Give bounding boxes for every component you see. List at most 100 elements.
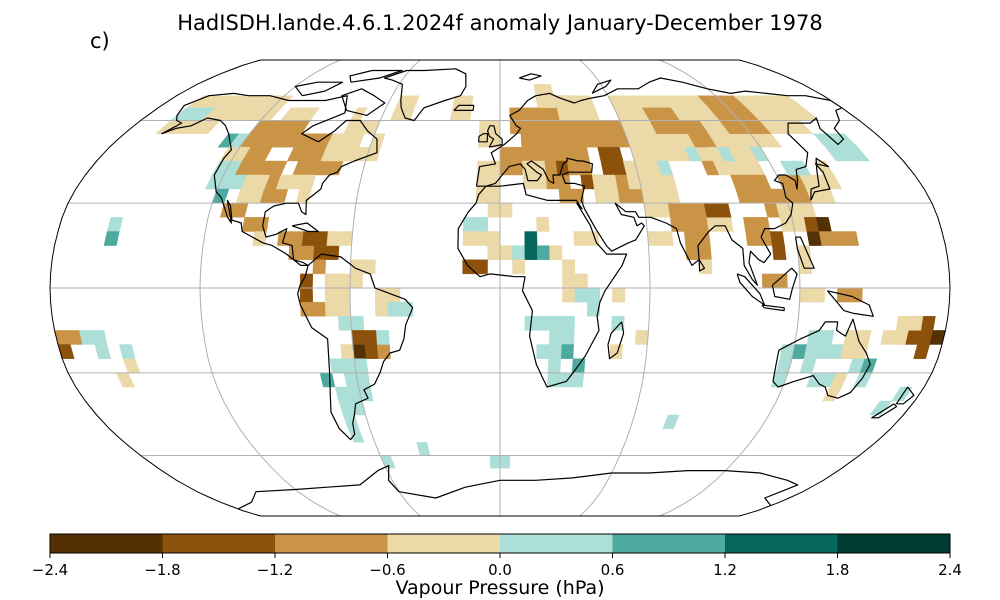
anomaly-cell bbox=[325, 245, 340, 260]
anomaly-cell bbox=[529, 120, 543, 134]
anomaly-cell bbox=[337, 273, 351, 289]
anomaly-cell bbox=[913, 344, 930, 359]
map-outline bbox=[49, 59, 951, 517]
coastline bbox=[237, 465, 799, 510]
anomaly-cell bbox=[536, 316, 551, 331]
anomaly-cell bbox=[512, 259, 526, 275]
anomaly-cell bbox=[374, 301, 389, 317]
anomaly-cell bbox=[608, 146, 624, 162]
anomaly-cell bbox=[701, 160, 720, 176]
anomaly-cell bbox=[416, 442, 431, 456]
anomaly-cell bbox=[518, 107, 531, 121]
anomaly-cell bbox=[562, 287, 576, 303]
anomaly-cell bbox=[487, 188, 501, 204]
anomaly-cell bbox=[349, 259, 364, 275]
anomaly-cell bbox=[557, 174, 571, 190]
anomaly-cell bbox=[682, 217, 697, 232]
anomaly-cell bbox=[326, 231, 341, 246]
anomaly-cell bbox=[558, 372, 573, 388]
anomaly-cell bbox=[694, 217, 709, 232]
anomaly-cell bbox=[575, 146, 590, 162]
graticule-meridian bbox=[349, 60, 421, 516]
graticule-meridian bbox=[199, 60, 341, 516]
panel-label: c) bbox=[90, 29, 110, 53]
anomaly-cell bbox=[755, 217, 771, 232]
anomaly-cell bbox=[499, 146, 512, 162]
colorbar-tick-label: 1.2 bbox=[713, 561, 737, 579]
anomaly-cell bbox=[350, 316, 365, 331]
coastline bbox=[895, 386, 915, 405]
colorbar-swatch bbox=[162, 534, 276, 553]
anomaly-cell bbox=[799, 287, 813, 303]
anomaly-cell bbox=[512, 245, 526, 260]
anomaly-cell bbox=[818, 330, 835, 345]
anomaly-cell bbox=[811, 287, 826, 303]
anomaly-cell bbox=[536, 344, 550, 359]
anomaly-cell bbox=[541, 84, 555, 96]
anomaly-cell bbox=[524, 245, 538, 260]
anomaly-cell bbox=[574, 287, 588, 303]
anomaly-cell bbox=[522, 174, 536, 190]
anomaly-cell bbox=[611, 316, 625, 331]
anomaly-cell bbox=[718, 217, 734, 232]
anomaly-cell bbox=[716, 146, 736, 162]
anomaly-cell bbox=[573, 231, 587, 246]
anomaly-cell bbox=[560, 344, 574, 359]
anomaly-cell bbox=[532, 146, 546, 162]
colorbar: −2.4 −1.8 −1.2 −0.6 0.0 0.6 1.2 1.8 2.4 bbox=[32, 533, 962, 579]
anomaly-cell bbox=[337, 287, 351, 303]
anomaly-cell bbox=[558, 188, 573, 204]
figure-title: HadISDH.lande.4.6.1.2024f anomaly Januar… bbox=[177, 11, 822, 35]
anomaly-cell bbox=[499, 160, 512, 176]
anomaly-cell bbox=[769, 231, 785, 246]
coastline bbox=[297, 253, 414, 441]
anomaly-cell bbox=[561, 316, 575, 331]
anomaly-cell bbox=[548, 330, 563, 345]
colorbar-swatch bbox=[50, 534, 163, 553]
coastline bbox=[294, 81, 344, 97]
anomaly-cell bbox=[799, 358, 817, 373]
anomaly-cell bbox=[533, 160, 547, 176]
anomaly-cell bbox=[475, 231, 488, 246]
coastline bbox=[795, 236, 815, 269]
anomaly-cell bbox=[697, 245, 712, 260]
anomaly-cell bbox=[337, 316, 352, 331]
coastline bbox=[478, 133, 489, 143]
coastline bbox=[487, 125, 503, 148]
coastline bbox=[291, 222, 319, 233]
anomaly-cell bbox=[833, 133, 859, 148]
anomaly-cell bbox=[580, 174, 595, 190]
colorbar-tick-label: 1.8 bbox=[826, 561, 850, 579]
anomaly-cell bbox=[534, 174, 548, 190]
anomaly-cell bbox=[745, 231, 761, 246]
anomaly-cell bbox=[715, 202, 732, 218]
colorbar-swatch bbox=[725, 534, 838, 553]
anomaly-cell bbox=[634, 330, 649, 345]
anomaly-cell bbox=[115, 372, 136, 388]
anomaly-cell bbox=[487, 174, 501, 190]
anomaly-cell bbox=[562, 273, 576, 289]
anomaly-cell bbox=[609, 344, 624, 359]
anomaly-cell bbox=[122, 358, 141, 373]
anomaly-cell bbox=[647, 231, 662, 246]
anomaly-cell bbox=[521, 146, 534, 162]
anomaly-cell bbox=[474, 259, 488, 275]
anomaly-cell bbox=[347, 428, 365, 443]
anomaly-cell bbox=[314, 231, 329, 246]
anomaly-cell bbox=[895, 316, 911, 331]
anomaly-cell bbox=[662, 414, 680, 429]
coastline bbox=[826, 290, 874, 317]
anomaly-cell bbox=[324, 301, 339, 317]
anomaly-cell bbox=[376, 344, 391, 359]
anomaly-cell bbox=[461, 95, 474, 109]
anomaly-cell bbox=[404, 95, 420, 109]
anomaly-cell bbox=[295, 188, 312, 204]
anomaly-cell bbox=[106, 217, 124, 232]
anomaly-cell bbox=[299, 273, 314, 289]
anomaly-cell bbox=[548, 344, 562, 359]
anomaly-cell bbox=[549, 245, 563, 260]
anomaly-cell bbox=[376, 330, 390, 345]
anomaly-cell bbox=[510, 146, 523, 162]
anomaly-cell bbox=[312, 301, 327, 317]
